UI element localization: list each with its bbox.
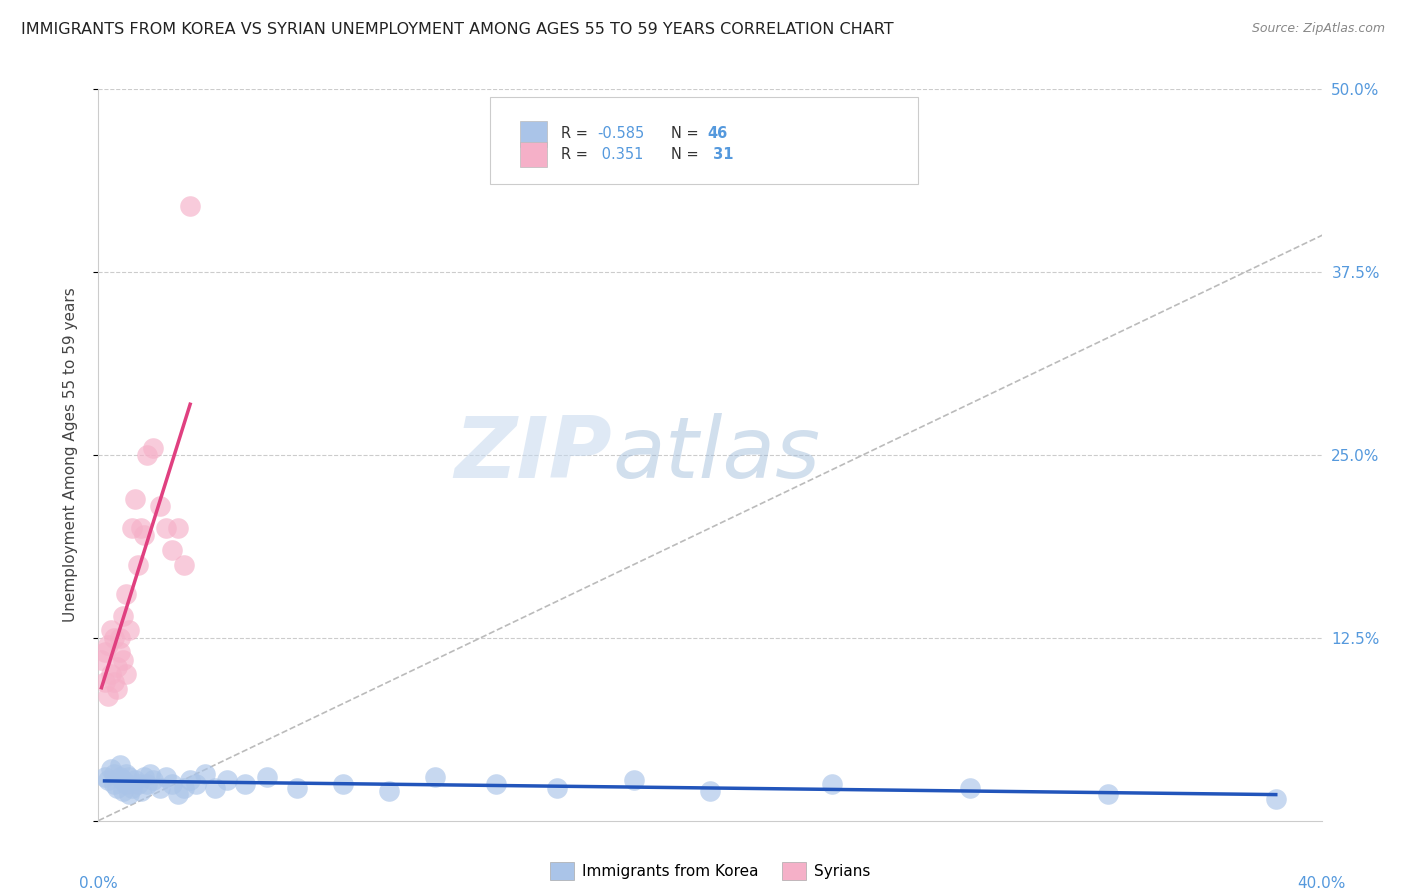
Point [285,781,308,796]
Point [93,645,115,659]
Point [97,772,120,787]
Text: N =: N = [671,147,703,161]
Point [115,587,138,601]
Point [155,770,177,784]
Text: 40.0%: 40.0% [1298,876,1346,891]
Point [179,199,201,213]
Y-axis label: Unemployment Among Ages 55 to 59 years: Unemployment Among Ages 55 to 59 years [63,287,77,623]
Point [215,772,238,787]
Point [1097,787,1119,801]
FancyBboxPatch shape [520,121,547,147]
Point [108,631,131,645]
Point [111,772,134,787]
Point [100,667,122,681]
Text: 0.351: 0.351 [598,147,644,161]
Point [115,767,138,781]
Point [160,543,183,558]
Point [108,758,131,772]
Point [332,777,354,791]
Point [103,767,125,781]
Point [699,784,721,798]
Point [1264,791,1286,805]
Point [173,781,195,796]
Point [111,784,134,798]
Point [155,521,177,535]
Point [127,777,149,791]
Text: R =: R = [561,147,592,161]
Point [111,653,134,667]
Text: R =: R = [561,127,592,141]
Point [233,777,256,791]
Text: IMMIGRANTS FROM KOREA VS SYRIAN UNEMPLOYMENT AMONG AGES 55 TO 59 YEARS CORRELATI: IMMIGRANTS FROM KOREA VS SYRIAN UNEMPLOY… [21,22,894,37]
Point [108,645,131,659]
Point [134,528,156,542]
Point [378,784,401,798]
Point [121,521,143,535]
Point [103,631,125,645]
Point [256,770,278,784]
Point [93,770,115,784]
Point [546,781,568,796]
Point [160,777,183,791]
Point [136,777,159,791]
Point [179,772,201,787]
Point [186,777,208,791]
Point [118,624,141,638]
Point [111,608,134,623]
Legend: Immigrants from Korea, Syrians: Immigrants from Korea, Syrians [544,856,876,886]
Point [204,781,226,796]
Point [105,681,128,696]
Point [108,770,131,784]
Point [194,767,217,781]
Point [623,772,645,787]
Point [118,787,141,801]
Point [959,781,981,796]
Point [134,770,156,784]
Point [100,624,122,638]
Point [129,521,152,535]
Point [139,767,162,781]
Point [124,772,146,787]
Point [97,638,120,652]
Point [167,787,190,801]
Point [93,674,115,689]
Text: N =: N = [671,127,703,141]
Point [105,781,128,796]
Point [121,781,143,796]
Point [485,777,508,791]
Point [127,558,149,572]
FancyBboxPatch shape [520,142,547,168]
Point [136,448,159,462]
Point [115,667,138,681]
Text: 31: 31 [707,147,733,161]
Point [149,499,172,513]
Point [142,441,165,455]
Point [115,777,138,791]
Point [423,770,446,784]
Point [129,784,152,798]
Point [124,491,146,506]
Text: 0.0%: 0.0% [79,876,118,891]
Point [103,674,125,689]
Point [173,558,195,572]
Point [149,781,172,796]
Text: Source: ZipAtlas.com: Source: ZipAtlas.com [1251,22,1385,36]
Point [167,521,190,535]
Point [100,763,122,777]
Text: 46: 46 [707,127,728,141]
Point [821,777,844,791]
Text: ZIP: ZIP [454,413,612,497]
Point [97,690,120,704]
Point [90,653,112,667]
Text: atlas: atlas [612,413,820,497]
FancyBboxPatch shape [489,96,918,185]
Text: -0.585: -0.585 [598,127,645,141]
Point [103,777,125,791]
Point [105,660,128,674]
Point [142,772,165,787]
Point [118,770,141,784]
